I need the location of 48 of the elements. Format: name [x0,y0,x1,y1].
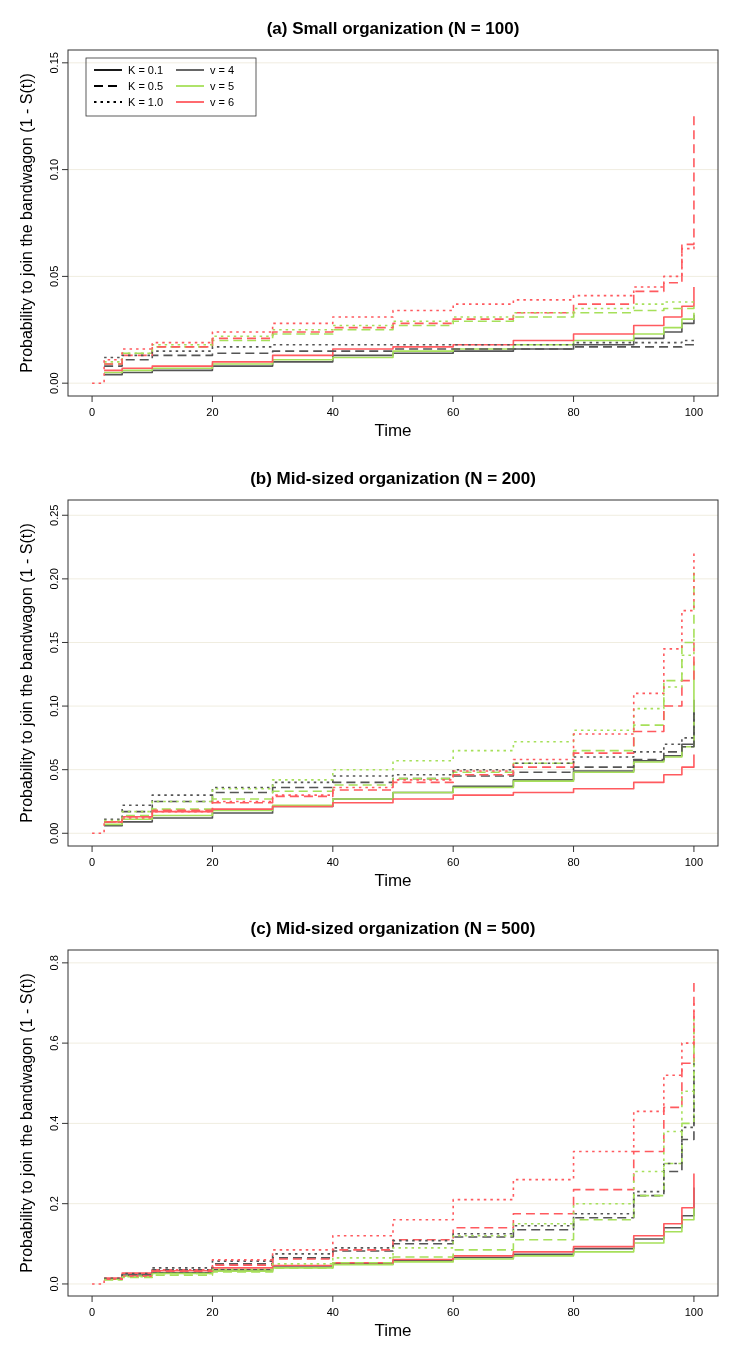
annotation: v = 4 [210,64,235,76]
annotation: v = 6 [210,96,235,108]
x-axis-title: Time [374,1321,412,1340]
x-tick-label: 60 [447,856,460,868]
x-tick-label: 20 [206,406,219,418]
y-tick-label: 0.05 [48,758,60,781]
x-tick-label: 0 [89,406,96,418]
x-tick-label: 40 [326,1306,339,1318]
annotation: v = 5 [210,80,235,92]
y-tick-label: 0.15 [48,52,60,74]
y-axis-title: Probability to join the bandwagon (1 - S(t)) [18,73,35,373]
chart-title: (b) Mid-sized organization (N = 200) [250,469,536,488]
x-tick-label: 100 [684,406,704,418]
annotation: K = 1.0 [128,96,164,108]
x-tick-label: 100 [684,856,704,868]
y-tick-label: 0.20 [48,568,60,590]
x-tick-label: 80 [567,1306,580,1318]
annotation: K = 0.1 [128,64,164,76]
x-tick-label: 100 [684,1306,704,1318]
y-tick-label: 0.4 [48,1115,60,1132]
x-tick-label: 40 [326,406,339,418]
y-tick-label: 0.00 [48,822,60,844]
chart-title: (c) Mid-sized organization (N = 500) [250,919,536,938]
annotation: K = 0.5 [128,80,164,92]
x-tick-label: 0 [89,1306,96,1318]
x-tick-label: 80 [567,406,580,418]
y-axis-title: Probability to join the bandwagon (1 - S(t)) [18,973,35,1273]
x-tick-label: 80 [567,856,580,868]
x-tick-label: 60 [447,1306,460,1318]
y-tick-label: 0.10 [48,158,60,181]
x-tick-label: 20 [206,856,219,868]
y-tick-label: 0.2 [48,1196,60,1212]
x-axis-title: Time [374,421,412,440]
y-tick-label: 0.00 [48,372,60,394]
x-tick-label: 20 [206,1306,219,1318]
x-axis-title: Time [374,871,412,890]
y-axis-title: Probability to join the bandwagon (1 - S(t)) [18,523,35,823]
y-tick-label: 0.8 [48,955,60,971]
x-tick-label: 40 [326,856,339,868]
x-tick-label: 0 [89,856,96,868]
y-tick-label: 0.10 [48,695,60,717]
y-tick-label: 0.25 [48,504,60,526]
x-tick-label: 60 [447,406,460,418]
y-tick-label: 0.6 [48,1035,60,1051]
y-tick-label: 0.0 [48,1276,60,1292]
y-tick-label: 0.05 [48,265,60,288]
y-tick-label: 0.15 [48,631,60,654]
chart-title: (a) Small organization (N = 100) [266,19,520,38]
